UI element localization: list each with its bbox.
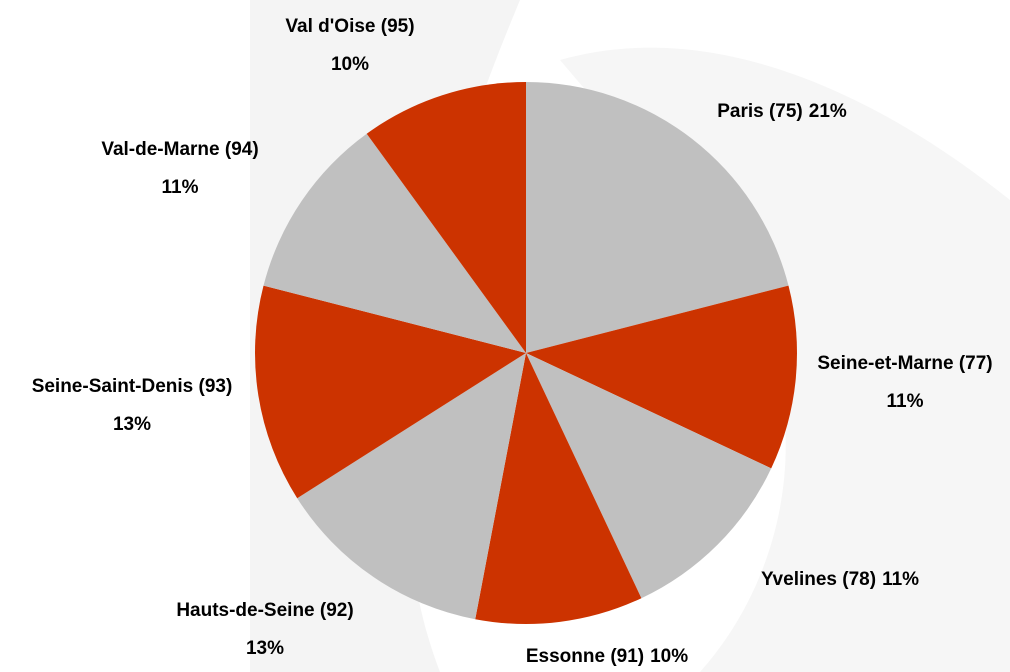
slice-value-label: 10% [650,646,688,667]
slice-value-label: 11% [887,391,924,412]
slice-label: Val-de-Marne (94) [101,139,258,160]
slice-label: Val d'Oise (95) [285,16,414,37]
pie-slice [297,353,526,620]
slice-label-group: Essonne (91) 10% [526,646,688,667]
slice-label: Seine-Saint-Denis (93) [32,376,233,397]
pie-slice [526,285,797,469]
pie-slice [475,353,642,624]
slice-label-group: Paris (75) 21% [717,101,847,122]
pie-slice [366,82,526,353]
pie-slice [526,82,789,353]
slice-value-label: 21% [809,101,847,122]
slice-label: Yvelines (78) [761,569,876,590]
pie-slice [255,285,527,499]
pie-slice [526,353,772,599]
pie-slice [263,133,526,353]
slice-label: Essonne (91) [526,646,644,667]
slice-label: Paris (75) [717,101,803,122]
slice-value-label: 10% [331,54,369,75]
slice-value-label: 13% [113,414,151,435]
slice-label: Hauts-de-Seine (92) [176,600,353,621]
pie [255,82,797,624]
labels: Paris (75) 21%Seine-et-Marne (77)11%Yveli… [32,16,993,667]
slice-value-label: 13% [246,638,284,659]
slice-value-label: 11% [162,177,199,198]
slice-value-label: 11% [882,569,919,590]
slice-label: Seine-et-Marne (77) [817,353,992,374]
slice-label-group: Yvelines (78) 11% [761,569,919,590]
